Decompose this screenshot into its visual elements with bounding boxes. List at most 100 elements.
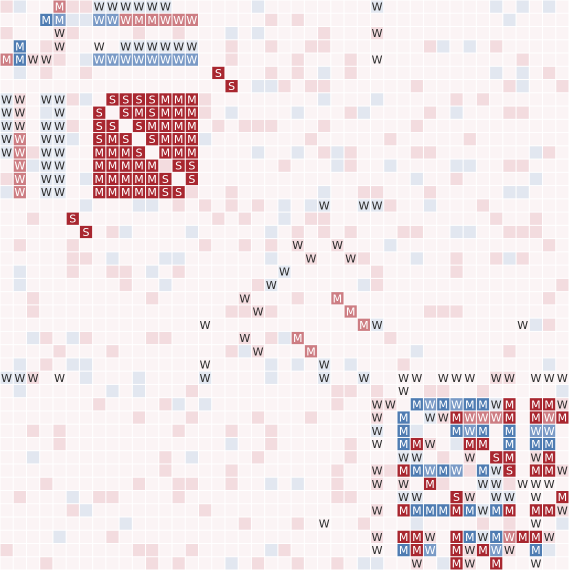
heatmap-cell [186,385,198,397]
heatmap-cell [1,80,13,92]
heatmap-cell-label: W [372,504,383,517]
heatmap-cell-label: M [505,504,515,517]
heatmap-cell-label: M [161,133,171,146]
heatmap-cell [239,425,251,437]
heatmap-cell [1,517,13,529]
heatmap-cell [265,557,277,569]
heatmap-cell [384,345,396,357]
heatmap-cell-label: W [478,531,489,544]
heatmap-cell [252,451,264,463]
heatmap-cell [450,252,462,264]
heatmap-cell [358,1,370,13]
heatmap-cell [265,425,277,437]
heatmap-cell [530,54,542,66]
heatmap-cell-label: W [398,478,409,491]
heatmap-cell [186,1,198,13]
heatmap-cell [358,557,370,569]
heatmap-cell [173,27,185,39]
heatmap-cell-label: M [412,438,422,451]
heatmap-cell [397,107,409,119]
heatmap-cell [358,491,370,503]
heatmap-cell [225,504,237,516]
heatmap-cell [265,80,277,92]
heatmap-cell [517,40,529,52]
heatmap-cell-label: W [451,398,462,411]
heatmap-cell [517,398,529,410]
heatmap-cell-label: W [54,120,65,133]
heatmap-cell [1,186,13,198]
heatmap-cell [93,531,105,543]
heatmap-cell [424,173,436,185]
heatmap-cell [106,372,118,384]
heatmap-cell [120,292,132,304]
heatmap-cell [1,345,13,357]
heatmap-cell [120,213,132,225]
heatmap-cell [80,451,92,463]
heatmap-cell [464,120,476,132]
heatmap-cell-label: M [399,412,409,425]
heatmap-cell [371,517,383,529]
heatmap-cell [503,226,515,238]
heatmap-cell [384,464,396,476]
heatmap-cell [517,557,529,569]
heatmap-cell [146,319,158,331]
heatmap-cell [305,292,317,304]
heatmap-cell [450,305,462,317]
heatmap-cell [556,239,568,251]
heatmap-cell [14,27,26,39]
heatmap-cell [292,305,304,317]
heatmap-cell [239,544,251,556]
heatmap-cell [358,358,370,370]
heatmap-cell-label: S [188,173,195,186]
heatmap-cell [556,517,568,529]
heatmap-cell [543,160,555,172]
heatmap-cell [93,252,105,264]
heatmap-cell [212,305,224,317]
heatmap-cell [265,40,277,52]
heatmap-cell [1,14,13,26]
heatmap-cell [490,133,502,145]
heatmap-cell [133,517,145,529]
heatmap-cell [225,385,237,397]
heatmap-cell [371,67,383,79]
heatmap-cell [543,292,555,304]
heatmap-cell [40,80,52,92]
heatmap-cell-label: M [531,531,541,544]
heatmap-cell-label: M [94,186,104,199]
heatmap-cell-label: S [96,107,103,120]
heatmap-cell-label: M [452,557,462,570]
heatmap-cell-label: M [399,425,409,438]
heatmap-cell [424,146,436,158]
heatmap-cell [53,279,65,291]
heatmap-cell [265,504,277,516]
heatmap-cell [503,54,515,66]
heatmap-cell [450,279,462,291]
heatmap-cell [199,213,211,225]
heatmap-cell [199,160,211,172]
heatmap-cell [556,385,568,397]
heatmap-cell [530,213,542,225]
heatmap-cell [265,226,277,238]
heatmap-cell [173,332,185,344]
heatmap-cell [384,425,396,437]
heatmap-cell [173,80,185,92]
heatmap-cell [212,27,224,39]
heatmap-cell [437,67,449,79]
heatmap-cell-label: W [544,531,555,544]
heatmap-cell [93,67,105,79]
heatmap-cell-label: W [1,107,12,120]
heatmap-cell-label: M [425,504,435,517]
heatmap-cell [225,279,237,291]
heatmap-cell-label: W [186,40,197,53]
heatmap-cell [503,27,515,39]
heatmap-cell [411,226,423,238]
heatmap-cell [490,27,502,39]
heatmap-cell [384,80,396,92]
heatmap-cell [133,425,145,437]
heatmap-cell [14,292,26,304]
heatmap-cell [278,146,290,158]
heatmap-cell [120,67,132,79]
heatmap-cell [27,491,39,503]
heatmap-cell [252,544,264,556]
heatmap-cell [159,160,171,172]
